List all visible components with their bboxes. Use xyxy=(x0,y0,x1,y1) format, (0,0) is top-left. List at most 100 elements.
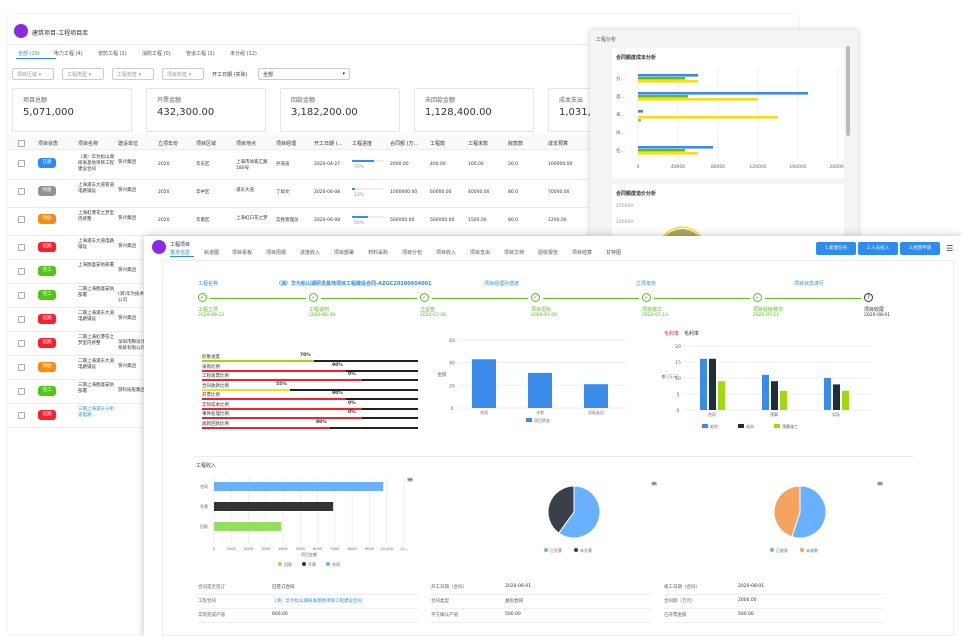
tab-3[interactable]: 项目周报 xyxy=(266,250,287,256)
project-name-cell[interactable]: 二期上海浦东大道电路铺设 xyxy=(78,311,114,322)
place-cell: 上海虹口花之梦 xyxy=(236,216,268,221)
project-name-cell[interactable]: 上海图盛安防部署 xyxy=(78,263,114,268)
date-filter-select[interactable]: 全部 ▾ xyxy=(258,68,350,80)
y-tick: 10 xyxy=(675,376,681,382)
step-name: 项目收尾 xyxy=(864,307,885,313)
apply-button[interactable]: 3.经营申请 xyxy=(900,242,940,255)
col-amount[interactable]: 合同额 (万... xyxy=(390,141,419,147)
tab-all[interactable]: 全部 (19) xyxy=(18,51,40,57)
col-status[interactable]: 项目状态 xyxy=(38,141,59,147)
row-checkbox[interactable] xyxy=(18,364,25,371)
bar xyxy=(771,381,778,410)
unpaid-cell: 1500.00 xyxy=(468,218,487,223)
info-value[interactable]: （演）华为松山湖研发基地项目工程建设合同 xyxy=(272,599,362,604)
tab-1[interactable]: 轨道图 xyxy=(204,250,220,256)
tab-0[interactable]: 基本信息 xyxy=(170,250,191,256)
project-name-cell[interactable]: （演）华为松山湖研发基地项目工程建设合同 xyxy=(78,155,114,172)
col-name[interactable]: 项目名称 xyxy=(78,141,99,147)
row-checkbox[interactable] xyxy=(18,292,25,299)
tab-4[interactable]: 进度收入 xyxy=(300,250,321,256)
project-name-cell[interactable]: 上海浦东大道电路铺设 xyxy=(78,239,114,250)
status-badge: 完工 xyxy=(38,290,56,300)
col-pay[interactable]: 工程款 xyxy=(430,141,446,147)
col-unit[interactable]: 建设单位 xyxy=(118,141,139,147)
amount-cell: 2000.00 xyxy=(390,162,409,167)
receive-pie-chart: 已收款 未收款 ≡ xyxy=(770,479,883,553)
tab-7[interactable]: 项目分包 xyxy=(402,250,423,256)
tab-8[interactable]: 项目收入 xyxy=(436,250,457,256)
tab-security[interactable]: 安防工程 (1) xyxy=(98,51,127,57)
table-row[interactable]: 在建 （演）华为松山湖研发基地项目工程建设合同 贺兴集团 2020 华东区 上海市徐家汇路… xyxy=(8,152,798,180)
row-checkbox[interactable] xyxy=(18,268,25,275)
menu-icon: ≡ xyxy=(651,479,658,488)
info-value: 2020-08-01 xyxy=(738,584,765,589)
progress-value: 90% xyxy=(332,362,343,368)
row-checkbox[interactable] xyxy=(18,316,25,323)
pay-cell: 500000.00 xyxy=(430,218,455,223)
table-row[interactable]: 预验 上海虹港花之梦室内修整 贺兴集团 2020 华南区 上海虹口花之梦 实姓管理员 2020… xyxy=(8,208,798,236)
col-unpaid[interactable]: 工程未款 xyxy=(468,141,489,147)
project-name-cell[interactable]: 二期上海虹港花之梦室内修整 xyxy=(78,335,114,346)
row-checkbox[interactable] xyxy=(18,244,25,251)
col-manager[interactable]: 项目经理 xyxy=(276,141,297,147)
filter-area[interactable]: 项目区域 ▾ xyxy=(12,68,54,80)
info-label: 已开票金额 xyxy=(664,613,687,618)
unit-cell: 贺兴集团 xyxy=(118,216,136,221)
x-tick: 0 xyxy=(637,164,640,170)
tab-ungrouped[interactable]: 未分组 (12) xyxy=(230,51,257,57)
tab-12[interactable]: 项目结算 xyxy=(572,250,593,256)
menu-icon[interactable]: ☰ xyxy=(946,244,954,253)
tab-electric[interactable]: 电力工程 (4) xyxy=(54,51,83,57)
col-cost[interactable]: 成本预算 xyxy=(548,141,569,147)
scrollbar[interactable] xyxy=(846,46,850,136)
staff-input-button[interactable]: 2.人员投入 xyxy=(858,242,898,255)
col-area[interactable]: 项目区域 xyxy=(196,141,217,147)
row-checkbox[interactable] xyxy=(18,160,25,167)
tab-pipeline[interactable]: 管道工程 (1) xyxy=(186,51,215,57)
unpaid-cell: 40000.00 xyxy=(468,190,490,195)
analysis-title: 工程分析 xyxy=(596,37,617,43)
col-year[interactable]: 立项年份 xyxy=(158,141,179,147)
row-checkbox[interactable] xyxy=(18,340,25,347)
project-name-cell[interactable]: 二期上海图盛安防部署 xyxy=(78,287,114,298)
project-name-cell[interactable]: 上海浦东大道管道电路铺设 xyxy=(78,183,114,194)
legend-label: 项目资金 xyxy=(534,417,550,423)
x-tick: 8000 xyxy=(348,547,358,551)
x-tick: 合同 xyxy=(480,409,488,415)
filter-project-tag[interactable]: 项目标签 ▾ xyxy=(162,68,204,80)
row-checkbox[interactable] xyxy=(18,412,25,419)
select-all-checkbox[interactable] xyxy=(18,140,25,147)
filter-tag[interactable]: 工程标签 ▾ xyxy=(112,68,154,80)
table-row[interactable]: 待建 上海浦东大道管道电路铺设 贺兴集团 2020 华中区 浦东大道 丁如文 2020-06-… xyxy=(8,180,798,208)
col-recv[interactable]: 收款款 xyxy=(508,141,524,147)
row-checkbox[interactable] xyxy=(18,188,25,195)
menu-icon: ≡ xyxy=(407,475,414,484)
row-checkbox[interactable] xyxy=(18,216,25,223)
bar xyxy=(833,384,840,410)
tab-5[interactable]: 项目部署 xyxy=(334,250,355,256)
detail-title: 工程项目 xyxy=(170,242,191,248)
progress-value: 0% xyxy=(348,400,356,406)
status-badge: 完工 xyxy=(38,386,56,396)
project-name-cell[interactable]: 二期上海浦东大道电路铺设 xyxy=(78,359,114,370)
legend-dot xyxy=(544,548,548,552)
tab-2[interactable]: 项目看板 xyxy=(232,250,253,256)
project-name-cell[interactable]: 三期上海浦东十街道电路... xyxy=(78,407,114,418)
stage-label: 项目经理 xyxy=(484,281,505,287)
info-label: 工程合同 xyxy=(198,599,216,604)
project-name-cell[interactable]: 上海虹港花之梦室内修整 xyxy=(78,211,114,222)
tab-10[interactable]: 项目文档 xyxy=(504,250,525,256)
col-place[interactable]: 项目地点 xyxy=(236,141,257,147)
col-progress[interactable]: 工程进度 xyxy=(352,141,373,147)
project-name-cell[interactable]: 三期上海图盛安防部署 xyxy=(78,383,114,394)
row-checkbox[interactable] xyxy=(18,388,25,395)
tab-11[interactable]: 验收报告 xyxy=(538,250,559,256)
col-date[interactable]: 开工日期 (... xyxy=(314,141,343,147)
progress-fill xyxy=(202,417,362,419)
filter-type[interactable]: 工程类型 ▾ xyxy=(62,68,104,80)
tab-6[interactable]: 材料采购 xyxy=(368,250,389,256)
tab-fire[interactable]: 消防工程 (0) xyxy=(142,51,171,57)
tab-13[interactable]: 甘特图 xyxy=(606,250,622,256)
tab-9[interactable]: 项目支出 xyxy=(470,250,491,256)
new-task-button[interactable]: 1.新建任务 xyxy=(816,242,856,255)
